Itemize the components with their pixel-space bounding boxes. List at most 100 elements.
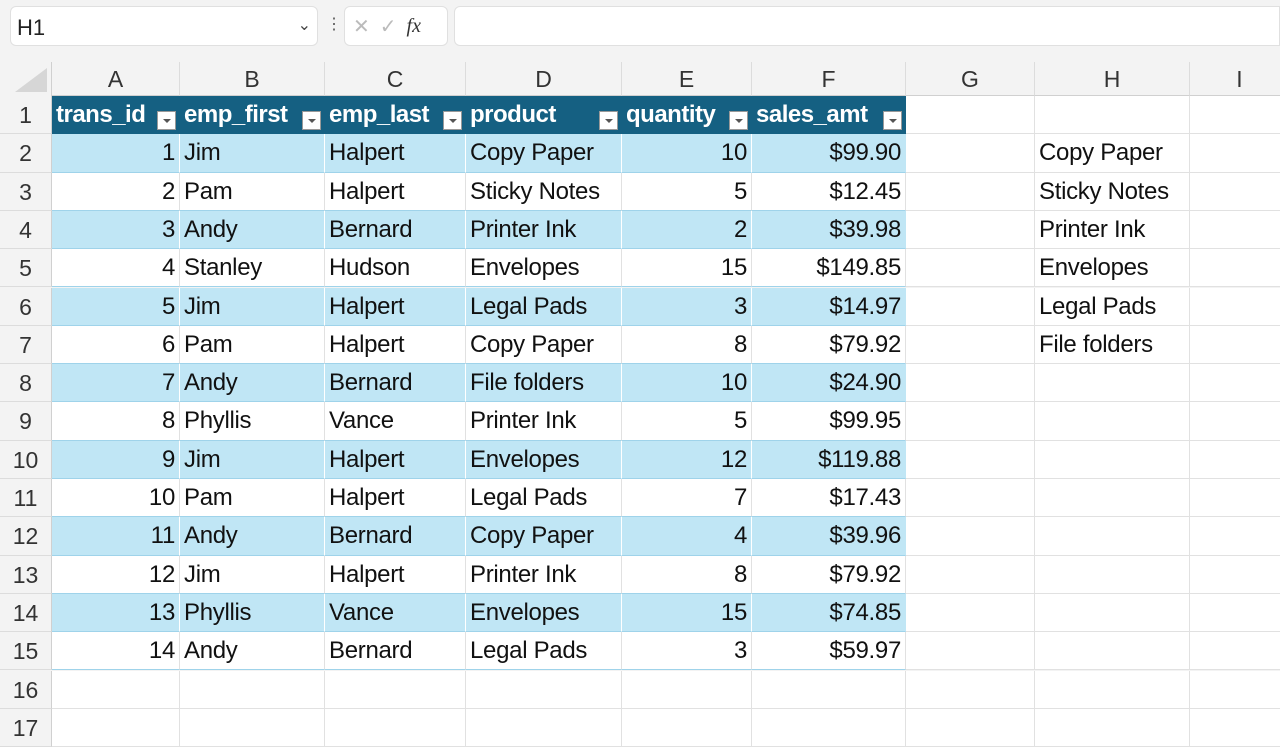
table-cell[interactable]: Jim [180, 440, 325, 479]
table-cell[interactable]: $79.92 [752, 325, 906, 365]
table-cell[interactable]: 1 [52, 134, 180, 173]
cell[interactable] [180, 708, 325, 747]
table-cell[interactable]: Vance [325, 593, 466, 633]
table-cell[interactable]: $12.45 [752, 172, 906, 211]
filter-dropdown-icon[interactable] [599, 111, 618, 130]
row-header-16[interactable]: 16 [0, 670, 52, 709]
check-icon[interactable]: ✓ [379, 15, 397, 38]
table-cell[interactable]: $39.96 [752, 517, 906, 556]
table-cell[interactable]: Halpert [325, 440, 466, 479]
cell[interactable] [906, 364, 1035, 403]
row-header-4[interactable]: 4 [0, 210, 52, 250]
column-header-A[interactable]: A [52, 62, 180, 96]
cell[interactable] [906, 632, 1035, 671]
table-cell[interactable]: Envelopes [466, 593, 622, 633]
table-cell[interactable]: 2 [622, 210, 752, 250]
list-cell[interactable]: Printer Ink [1035, 210, 1190, 250]
cell[interactable] [622, 670, 752, 709]
cell[interactable] [1035, 402, 1190, 441]
table-cell[interactable]: Andy [180, 517, 325, 556]
cell[interactable] [906, 287, 1035, 326]
table-cell[interactable]: $119.88 [752, 440, 906, 479]
table-cell[interactable]: Bernard [325, 517, 466, 556]
column-header-D[interactable]: D [466, 62, 622, 96]
table-cell[interactable]: Phyllis [180, 402, 325, 441]
cell[interactable] [906, 134, 1035, 173]
row-header-6[interactable]: 6 [0, 287, 52, 326]
table-cell[interactable]: 9 [52, 440, 180, 479]
table-cell[interactable]: Halpert [325, 287, 466, 326]
table-cell[interactable]: $79.92 [752, 555, 906, 594]
cell[interactable] [466, 708, 622, 747]
table-cell[interactable]: Copy Paper [466, 325, 622, 365]
row-header-1[interactable]: 1 [0, 96, 52, 135]
table-cell[interactable]: 4 [52, 249, 180, 288]
cell[interactable] [906, 593, 1035, 633]
row-header-13[interactable]: 13 [0, 555, 52, 594]
cell[interactable] [1190, 555, 1280, 594]
table-cell[interactable]: 10 [52, 479, 180, 518]
table-cell[interactable]: Halpert [325, 479, 466, 518]
table-cell[interactable]: Halpert [325, 325, 466, 365]
table-cell[interactable]: Printer Ink [466, 402, 622, 441]
table-cell[interactable]: Legal Pads [466, 479, 622, 518]
table-cell[interactable]: 14 [52, 632, 180, 671]
table-cell[interactable]: 3 [622, 287, 752, 326]
table-cell[interactable]: Pam [180, 479, 325, 518]
row-header-5[interactable]: 5 [0, 249, 52, 288]
cell[interactable] [1190, 632, 1280, 671]
cell[interactable] [1035, 96, 1190, 135]
cell[interactable] [906, 249, 1035, 288]
cell[interactable] [1190, 517, 1280, 556]
table-cell[interactable]: Halpert [325, 555, 466, 594]
cell[interactable] [906, 708, 1035, 747]
row-header-2[interactable]: 2 [0, 134, 52, 173]
table-cell[interactable]: 10 [622, 134, 752, 173]
cell[interactable] [325, 708, 466, 747]
table-cell[interactable]: Phyllis [180, 593, 325, 633]
table-cell[interactable]: 8 [52, 402, 180, 441]
table-cell[interactable]: Printer Ink [466, 210, 622, 250]
cell[interactable] [1190, 479, 1280, 518]
column-header-H[interactable]: H [1035, 62, 1190, 96]
table-cell[interactable]: 13 [52, 593, 180, 633]
cell[interactable] [1190, 96, 1280, 135]
table-cell[interactable]: Copy Paper [466, 517, 622, 556]
table-cell[interactable]: Copy Paper [466, 134, 622, 173]
cell[interactable] [1035, 440, 1190, 479]
table-cell[interactable]: Legal Pads [466, 287, 622, 326]
table-cell[interactable]: Halpert [325, 172, 466, 211]
cell[interactable] [1035, 708, 1190, 747]
cell[interactable] [325, 670, 466, 709]
table-cell[interactable]: $14.97 [752, 287, 906, 326]
list-cell[interactable]: Envelopes [1035, 249, 1190, 288]
table-header-product[interactable]: product [466, 96, 622, 135]
table-cell[interactable]: Pam [180, 325, 325, 365]
row-header-17[interactable]: 17 [0, 708, 52, 747]
table-cell[interactable]: 15 [622, 593, 752, 633]
row-header-11[interactable]: 11 [0, 479, 52, 518]
cell[interactable] [906, 172, 1035, 211]
table-cell[interactable]: Sticky Notes [466, 172, 622, 211]
cell[interactable] [906, 96, 1035, 135]
filter-dropdown-icon[interactable] [729, 111, 748, 130]
row-header-7[interactable]: 7 [0, 325, 52, 365]
select-all-button[interactable] [0, 62, 52, 96]
cell[interactable] [1190, 440, 1280, 479]
cell[interactable] [906, 325, 1035, 365]
cell[interactable] [1035, 364, 1190, 403]
table-cell[interactable]: 3 [622, 632, 752, 671]
cell[interactable] [906, 555, 1035, 594]
cell[interactable] [1190, 593, 1280, 633]
cell[interactable] [180, 670, 325, 709]
cell[interactable] [1190, 249, 1280, 288]
table-cell[interactable]: Halpert [325, 134, 466, 173]
cell[interactable] [752, 670, 906, 709]
column-header-G[interactable]: G [906, 62, 1035, 96]
table-header-quantity[interactable]: quantity [622, 96, 752, 135]
table-header-sales_amt[interactable]: sales_amt [752, 96, 906, 135]
cell[interactable] [1190, 364, 1280, 403]
table-cell[interactable]: 3 [52, 210, 180, 250]
table-cell[interactable]: Envelopes [466, 440, 622, 479]
formula-input[interactable] [454, 6, 1280, 46]
